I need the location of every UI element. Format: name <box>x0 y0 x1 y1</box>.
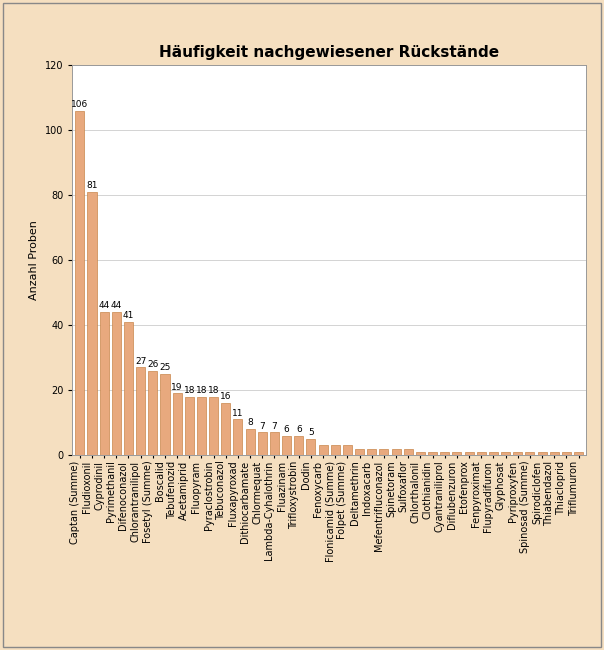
Bar <box>136 367 145 455</box>
Bar <box>501 452 510 455</box>
Text: 26: 26 <box>147 360 158 369</box>
Text: 6: 6 <box>296 425 301 434</box>
Bar <box>477 452 486 455</box>
Bar <box>355 448 364 455</box>
Bar <box>76 111 85 455</box>
Bar <box>306 439 315 455</box>
Bar <box>574 452 583 455</box>
Text: 41: 41 <box>123 311 134 320</box>
Bar <box>452 452 461 455</box>
Bar <box>416 452 425 455</box>
Bar <box>525 452 535 455</box>
Text: 25: 25 <box>159 363 170 372</box>
Bar <box>367 448 376 455</box>
Bar <box>294 436 303 455</box>
Bar <box>270 432 279 455</box>
Text: 6: 6 <box>284 425 289 434</box>
Bar <box>185 396 194 455</box>
Text: 11: 11 <box>232 409 243 418</box>
Bar <box>562 452 571 455</box>
Bar <box>331 445 340 455</box>
Bar <box>379 448 388 455</box>
Bar <box>403 448 413 455</box>
Text: 18: 18 <box>196 386 207 395</box>
Bar <box>464 452 474 455</box>
Bar <box>246 429 255 455</box>
Bar <box>282 436 291 455</box>
Bar <box>100 312 109 455</box>
Bar <box>318 445 327 455</box>
Bar <box>112 312 121 455</box>
Bar <box>538 452 547 455</box>
Bar <box>391 448 400 455</box>
Bar <box>343 445 352 455</box>
Bar <box>489 452 498 455</box>
Bar <box>161 374 170 455</box>
Text: 18: 18 <box>184 386 195 395</box>
Bar <box>173 393 182 455</box>
Bar <box>124 322 133 455</box>
Text: 18: 18 <box>208 386 219 395</box>
Text: 16: 16 <box>220 393 231 401</box>
Bar <box>428 452 437 455</box>
Bar <box>88 192 97 455</box>
Text: 44: 44 <box>98 302 110 311</box>
Text: 27: 27 <box>135 357 146 365</box>
Text: 19: 19 <box>172 383 183 391</box>
Bar <box>221 403 230 455</box>
Bar <box>197 396 206 455</box>
Text: 5: 5 <box>308 428 314 437</box>
Y-axis label: Anzahl Proben: Anzahl Proben <box>30 220 39 300</box>
Bar <box>233 419 242 455</box>
Text: 106: 106 <box>71 100 88 109</box>
Bar <box>513 452 522 455</box>
Bar <box>440 452 449 455</box>
Text: 8: 8 <box>247 419 253 428</box>
Text: 7: 7 <box>259 422 265 430</box>
Text: 44: 44 <box>111 302 122 311</box>
Bar <box>258 432 267 455</box>
Bar <box>148 370 157 455</box>
Text: 81: 81 <box>86 181 98 190</box>
Bar <box>209 396 218 455</box>
Title: Häufigkeit nachgewiesener Rückstände: Häufigkeit nachgewiesener Rückstände <box>159 45 500 60</box>
Bar <box>550 452 559 455</box>
Text: 7: 7 <box>272 422 277 430</box>
